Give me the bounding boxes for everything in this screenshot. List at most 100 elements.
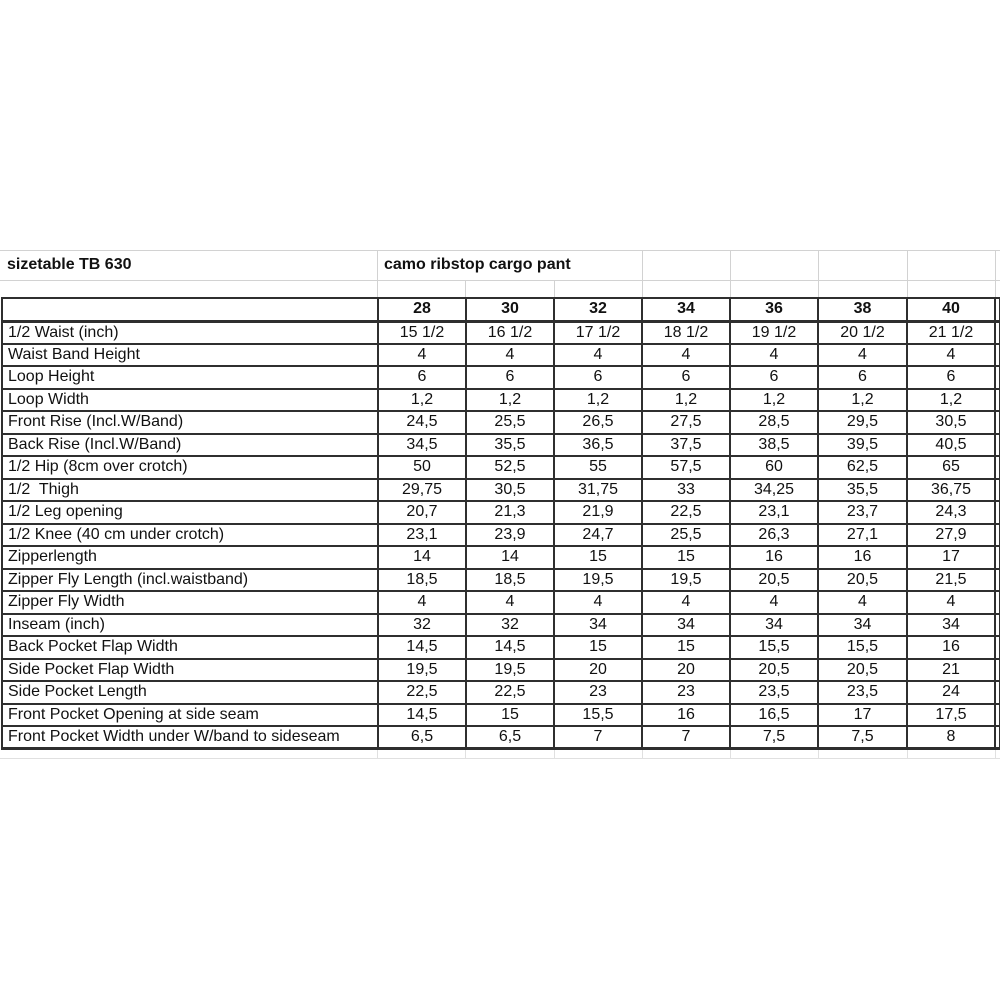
value-cell: 14 [465,545,555,570]
table-row: Back Rise (Incl.W/Band) 34,5 35,5 36,5 37,5 3… [1,432,1000,457]
table-row: 1/2 Hip (8cm over crotch) 50 52,5 55 57,5 60 6… [1,455,1000,480]
value-cell: 4 [377,590,467,615]
value-cell: 7,5 [817,725,908,750]
row-label-cell: 1/2 Leg opening [1,500,379,525]
value-cell: 1,2 [377,387,467,412]
value-cell: 17 [817,702,908,727]
value-cell: 4 [641,590,731,615]
row-label-cell: Front Pocket Width under W/band to sides… [1,725,379,750]
value-cell: 15 [641,545,731,570]
edge-sliver-cell [994,342,1000,367]
value-cell: 40,5 [906,432,996,457]
gridline-h [0,280,1000,281]
value-cell: 4 [817,342,908,367]
gridline-v [995,250,996,280]
gridline-v [377,749,378,758]
gridline-v [465,749,466,758]
value-cell: 1,2 [906,387,996,412]
edge-sliver-cell [994,612,1000,637]
value-cell: 20,5 [817,567,908,592]
value-cell: 20,5 [817,657,908,682]
value-cell: 36,75 [906,477,996,502]
product-title: camo ribstop cargo pant [384,256,571,273]
value-cell: 4 [553,342,643,367]
row-label-cell: Zipper Fly Width [1,590,379,615]
value-cell: 18,5 [465,567,555,592]
value-cell: 15 [641,635,731,660]
value-cell: 20,7 [377,500,467,525]
value-cell: 23,5 [817,680,908,705]
value-cell: 4 [729,342,819,367]
value-cell: 4 [817,590,908,615]
value-cell: 7 [641,725,731,750]
value-cell: 37,5 [641,432,731,457]
value-cell: 26,3 [729,522,819,547]
row-label-cell: Back Rise (Incl.W/Band) [1,432,379,457]
gridline-v [995,749,996,758]
value-cell: 27,5 [641,410,731,435]
value-cell: 23 [641,680,731,705]
value-cell: 30,5 [906,410,996,435]
value-cell: 25,5 [641,522,731,547]
value-cell: 20,5 [729,657,819,682]
gridline-v [554,749,555,758]
gridline-v [818,281,819,297]
table-row: 1/2 Leg opening 20,7 21,3 21,9 22,5 23,1 23,7 2… [1,500,1000,525]
table-row: Front Pocket Opening at side seam 14,5 15 1… [1,702,1000,727]
value-cell: 6 [553,365,643,390]
gridline-h [0,250,1000,251]
value-cell: 6 [641,365,731,390]
edge-sliver-cell [994,387,1000,412]
value-cell: 18,5 [377,567,467,592]
gridline-v [995,281,996,297]
value-cell: 15,5 [817,635,908,660]
value-cell: 15,5 [553,702,643,727]
value-cell: 4 [729,590,819,615]
size-column-header: 32 [553,297,643,323]
row-label-cell: Zipperlength [1,545,379,570]
edge-sliver-cell [994,320,1000,345]
gridline-v [642,281,643,297]
gridline-v [907,749,908,758]
value-cell: 4 [377,342,467,367]
value-cell: 6 [465,365,555,390]
size-table: 28 30 32 34 36 38 40 1/2 Waist (inch) 15 1/2 16 … [1,297,1000,750]
edge-sliver-cell [994,365,1000,390]
row-label-cell: Side Pocket Flap Width [1,657,379,682]
value-cell: 15 1/2 [377,320,467,345]
value-cell: 27,9 [906,522,996,547]
value-cell: 23,1 [729,500,819,525]
gridline-v [642,749,643,758]
value-cell: 34 [641,612,731,637]
value-cell: 6 [377,365,467,390]
table-row: Back Pocket Flap Width 14,5 14,5 15 15 15,5 15… [1,635,1000,660]
value-cell: 7,5 [729,725,819,750]
value-cell: 8 [906,725,996,750]
value-cell: 6,5 [377,725,467,750]
edge-sliver-cell [994,455,1000,480]
value-cell: 16 [906,635,996,660]
value-cell: 36,5 [553,432,643,457]
row-label-cell: Loop Width [1,387,379,412]
value-cell: 24,5 [377,410,467,435]
table-row: Front Rise (Incl.W/Band) 24,5 25,5 26,5 27,5… [1,410,1000,435]
value-cell: 20 1/2 [817,320,908,345]
gridline-v [377,250,378,280]
table-row: Side Pocket Length 22,5 22,5 23 23 23,5 23,5 24 [1,680,1000,705]
value-cell: 16 [729,545,819,570]
table-row: Zipperlength 14 14 15 15 16 16 17 [1,545,1000,570]
row-label-cell: Loop Height [1,365,379,390]
value-cell: 31,75 [553,477,643,502]
value-cell: 29,75 [377,477,467,502]
value-cell: 34 [906,612,996,637]
value-cell: 22,5 [641,500,731,525]
value-cell: 27,1 [817,522,908,547]
gridline-h [0,758,1000,759]
edge-sliver-cell [994,500,1000,525]
value-cell: 20 [641,657,731,682]
value-cell: 6 [729,365,819,390]
gridline-v [818,749,819,758]
value-cell: 20 [553,657,643,682]
value-cell: 14,5 [377,702,467,727]
